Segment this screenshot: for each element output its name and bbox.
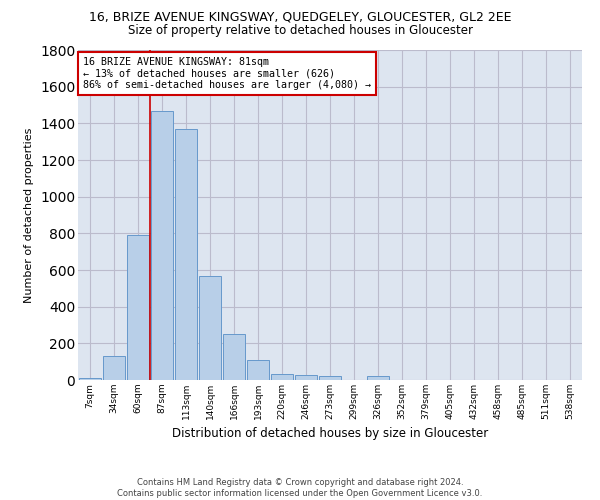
Text: Contains HM Land Registry data © Crown copyright and database right 2024.
Contai: Contains HM Land Registry data © Crown c…	[118, 478, 482, 498]
Bar	[223, 334, 245, 380]
Text: 16, BRIZE AVENUE KINGSWAY, QUEDGELEY, GLOUCESTER, GL2 2EE: 16, BRIZE AVENUE KINGSWAY, QUEDGELEY, GL…	[89, 10, 511, 23]
Bar	[295, 374, 317, 380]
Bar	[175, 129, 197, 380]
Bar	[319, 376, 341, 380]
Bar	[247, 360, 269, 380]
Bar	[367, 376, 389, 380]
Y-axis label: Number of detached properties: Number of detached properties	[25, 128, 34, 302]
Text: 16 BRIZE AVENUE KINGSWAY: 81sqm
← 13% of detached houses are smaller (626)
86% o: 16 BRIZE AVENUE KINGSWAY: 81sqm ← 13% of…	[83, 56, 371, 90]
Bar	[151, 110, 173, 380]
Bar	[103, 356, 125, 380]
Bar	[127, 235, 149, 380]
Text: Size of property relative to detached houses in Gloucester: Size of property relative to detached ho…	[128, 24, 473, 37]
X-axis label: Distribution of detached houses by size in Gloucester: Distribution of detached houses by size …	[172, 428, 488, 440]
Bar	[199, 276, 221, 380]
Bar	[271, 374, 293, 380]
Bar	[79, 378, 101, 380]
